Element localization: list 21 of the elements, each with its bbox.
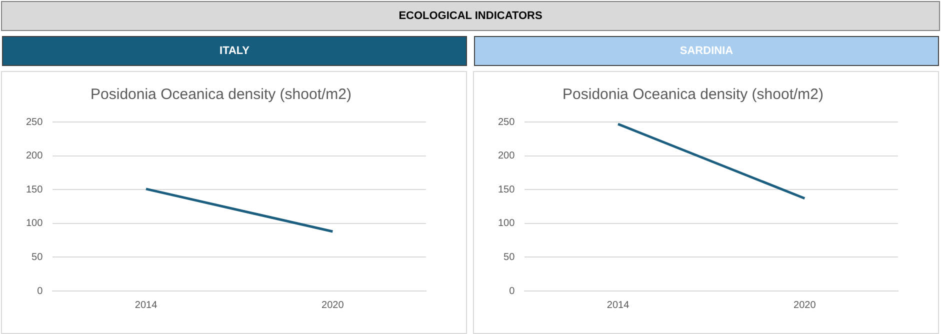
y-tick-label: 150 xyxy=(498,184,516,196)
y-tick-label: 200 xyxy=(498,150,516,162)
x-tick-label: 2020 xyxy=(794,300,816,311)
y-tick-label: 250 xyxy=(498,116,516,128)
chart-title: Posidonia Oceanica density (shoot/m2) xyxy=(562,86,824,104)
y-tick-label: 250 xyxy=(26,116,44,128)
text: ECOLOGICAL INDICATORS xyxy=(1,1,940,31)
chart-subtitle: ITALY xyxy=(2,36,467,66)
y-tick-label: 100 xyxy=(498,218,516,230)
y-tick-label: 150 xyxy=(26,184,44,196)
y-tick-label: 50 xyxy=(504,252,516,263)
y-tick-label: 100 xyxy=(26,218,44,230)
x-tick-label: 2020 xyxy=(322,300,344,311)
chart-subtitle: SARDINIA xyxy=(474,36,939,66)
y-tick-label: 200 xyxy=(26,150,44,162)
x-tick-label: 2014 xyxy=(606,300,630,311)
y-tick-label: 0 xyxy=(509,286,516,297)
y-tick-label: 0 xyxy=(37,286,44,297)
x-tick-label: 2014 xyxy=(134,300,158,311)
y-tick-label: 50 xyxy=(32,252,44,263)
chart-title: Posidonia Oceanica density (shoot/m2) xyxy=(90,86,352,104)
